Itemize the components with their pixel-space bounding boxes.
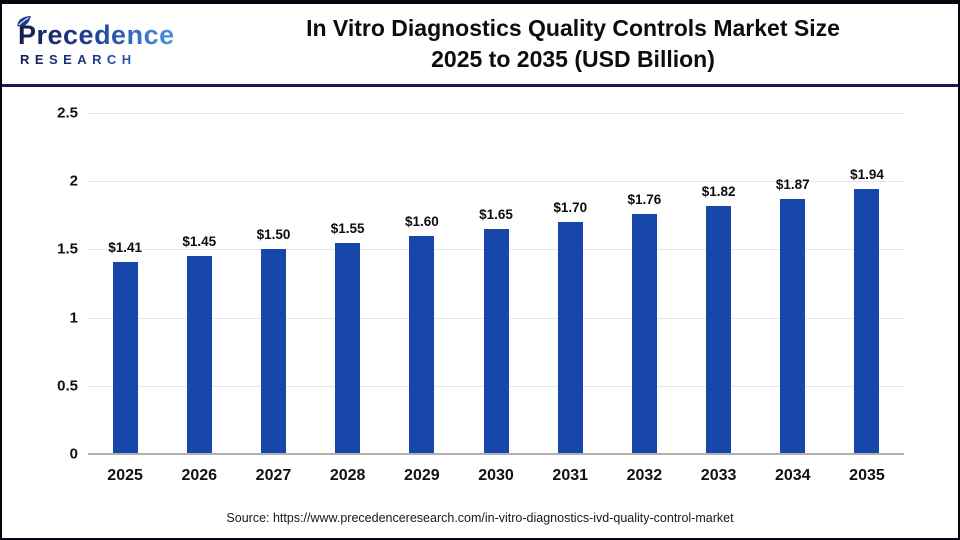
gridline — [88, 181, 904, 183]
bar-column-2034: $1.87 — [756, 113, 830, 454]
bar-column-2030: $1.65 — [459, 113, 533, 454]
x-axis: 2025 2026 2027 2028 2029 2030 2031 2032 2033 2034… — [88, 467, 904, 485]
header-divider — [2, 84, 958, 87]
chart-title: In Vitro Diagnostics Quality Controls Ma… — [196, 13, 958, 75]
bar-value-label: $1.41 — [108, 239, 142, 255]
x-tick-label: 2029 — [404, 467, 440, 484]
y-tick-label: 1 — [69, 309, 78, 327]
bar — [631, 213, 657, 454]
x-tick-label: 2028 — [329, 467, 366, 484]
chart-title-line1: In Vitro Diagnostics Quality Controls Ma… — [306, 14, 840, 41]
header: Precedence RESEARCH In Vitro Diagnostics… — [2, 4, 958, 84]
logo-name: Precedence — [18, 19, 175, 50]
bar-column-2035: $1.94 — [830, 113, 904, 454]
plot-area: $1.41 $1.45 $1.50 $1.55 $1.60 $1.65 $1.70 $1.76… — [88, 113, 904, 455]
y-tick-label: 0.5 — [57, 377, 78, 395]
x-tick-label: 2033 — [700, 467, 737, 484]
bar — [483, 228, 509, 454]
logo-subtitle: RESEARCH — [16, 52, 196, 67]
bar-value-label: $1.65 — [479, 206, 513, 222]
bar — [260, 249, 286, 454]
x-tick-label: 2026 — [181, 467, 218, 484]
bar-column-2027: $1.50 — [236, 113, 310, 454]
bar-column-2033: $1.82 — [682, 113, 756, 454]
y-tick-label: 2 — [69, 172, 78, 190]
bar-column-2025: $1.41 — [88, 113, 162, 454]
bar-column-2032: $1.76 — [607, 113, 681, 454]
y-tick-label: 0 — [69, 445, 78, 463]
bar-column-2031: $1.70 — [533, 113, 607, 454]
x-tick-label: 2034 — [774, 467, 811, 484]
bar — [854, 189, 880, 454]
bar-value-label: $1.82 — [701, 183, 736, 199]
bar-value-label: $1.45 — [182, 234, 217, 250]
x-tick-label: 2025 — [107, 467, 143, 484]
bar — [112, 261, 138, 454]
y-axis: 2.5 2 1.5 1 0.5 0 — [28, 105, 78, 463]
source-line: Source: https://www.precedenceresearch.c… — [226, 511, 734, 525]
bar-value-label: $1.87 — [775, 176, 810, 192]
bar-value-label: $1.70 — [553, 200, 588, 216]
bar-value-label: $1.50 — [256, 227, 291, 243]
bar-value-label: $1.76 — [627, 191, 662, 207]
bar — [706, 205, 732, 454]
bar-value-label: $1.55 — [330, 220, 365, 236]
x-tick-label: 2032 — [626, 467, 663, 484]
x-axis-baseline — [88, 453, 904, 455]
bar-column-2026: $1.45 — [162, 113, 236, 454]
bar — [186, 256, 212, 454]
y-tick-label: 1.5 — [57, 240, 78, 258]
bar — [780, 198, 806, 454]
y-tick-label: 2.5 — [57, 104, 78, 122]
bar-column-2028: $1.55 — [311, 113, 385, 454]
bar — [409, 235, 435, 454]
leaf-icon — [17, 15, 31, 26]
bar — [335, 242, 361, 454]
gridline — [88, 113, 904, 114]
x-tick-label: 2027 — [255, 467, 292, 484]
x-tick-label: 2035 — [849, 467, 885, 484]
chart-title-line2: 2025 to 2035 (USD Billion) — [431, 46, 715, 72]
bar-column-2029: $1.60 — [385, 113, 459, 454]
bar-value-label: $1.94 — [850, 167, 884, 183]
logo-wordmark: Precedence — [16, 15, 196, 50]
bar — [557, 222, 583, 454]
x-tick-label: 2030 — [478, 467, 514, 484]
precedence-research-logo: Precedence RESEARCH — [16, 15, 196, 67]
bar-value-label: $1.60 — [404, 213, 439, 229]
x-tick-label: 2031 — [552, 467, 589, 484]
bars-container: $1.41 $1.45 $1.50 $1.55 $1.60 $1.65 $1.70 $1.76… — [88, 113, 904, 454]
